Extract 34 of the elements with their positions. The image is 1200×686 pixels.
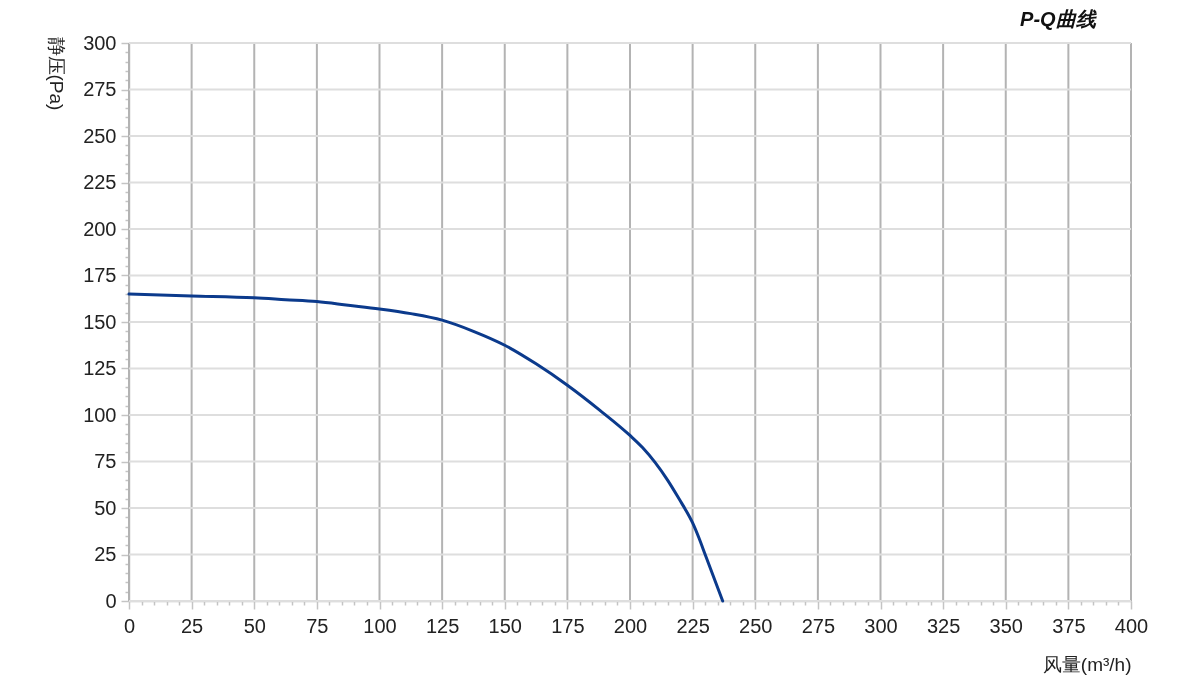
x-tick-label: 25 (181, 614, 204, 637)
x-tick-label: 200 (613, 614, 648, 637)
y-tick-label: 300 (83, 31, 117, 54)
y-tick-label: 75 (94, 450, 117, 472)
x-tick-label: 400 (1114, 614, 1149, 637)
y-tick-label: 250 (83, 124, 117, 147)
x-tick-label: 325 (926, 614, 961, 637)
x-tick-label: 125 (425, 614, 460, 637)
x-tick-label: 0 (123, 614, 136, 637)
y-tick-label: 225 (83, 171, 117, 193)
x-tick-label: 225 (676, 614, 710, 637)
y-axis-title: 静压(Pa) (45, 36, 67, 111)
x-tick-label: 375 (1052, 614, 1086, 637)
x-tick-label: 350 (989, 614, 1023, 637)
x-tick-label: 75 (306, 614, 329, 637)
y-tick-label: 25 (94, 543, 117, 565)
x-tick-label: 50 (243, 614, 266, 637)
y-tick-label: 175 (83, 264, 117, 286)
line-series (127, 292, 725, 603)
y-tick-label: 125 (83, 357, 117, 379)
y-tick-label: 200 (83, 217, 117, 240)
y-tick-label: 100 (83, 403, 117, 426)
y-tick-label: 275 (83, 78, 117, 100)
x-tick-label: 250 (739, 614, 773, 637)
x-axis-title: 风量(m³/h) (1042, 653, 1132, 675)
chart-title: P-Q曲线 (1020, 8, 1097, 30)
x-tick-label: 150 (488, 614, 522, 637)
y-tick-label: 150 (83, 310, 117, 333)
x-tick-label: 100 (363, 614, 397, 637)
y-tick-label: 0 (105, 589, 117, 612)
x-tick-label: 300 (864, 614, 898, 637)
y-tick-label: 50 (94, 496, 117, 519)
x-tick-label: 275 (801, 614, 836, 637)
x-tick-label: 175 (551, 614, 585, 637)
